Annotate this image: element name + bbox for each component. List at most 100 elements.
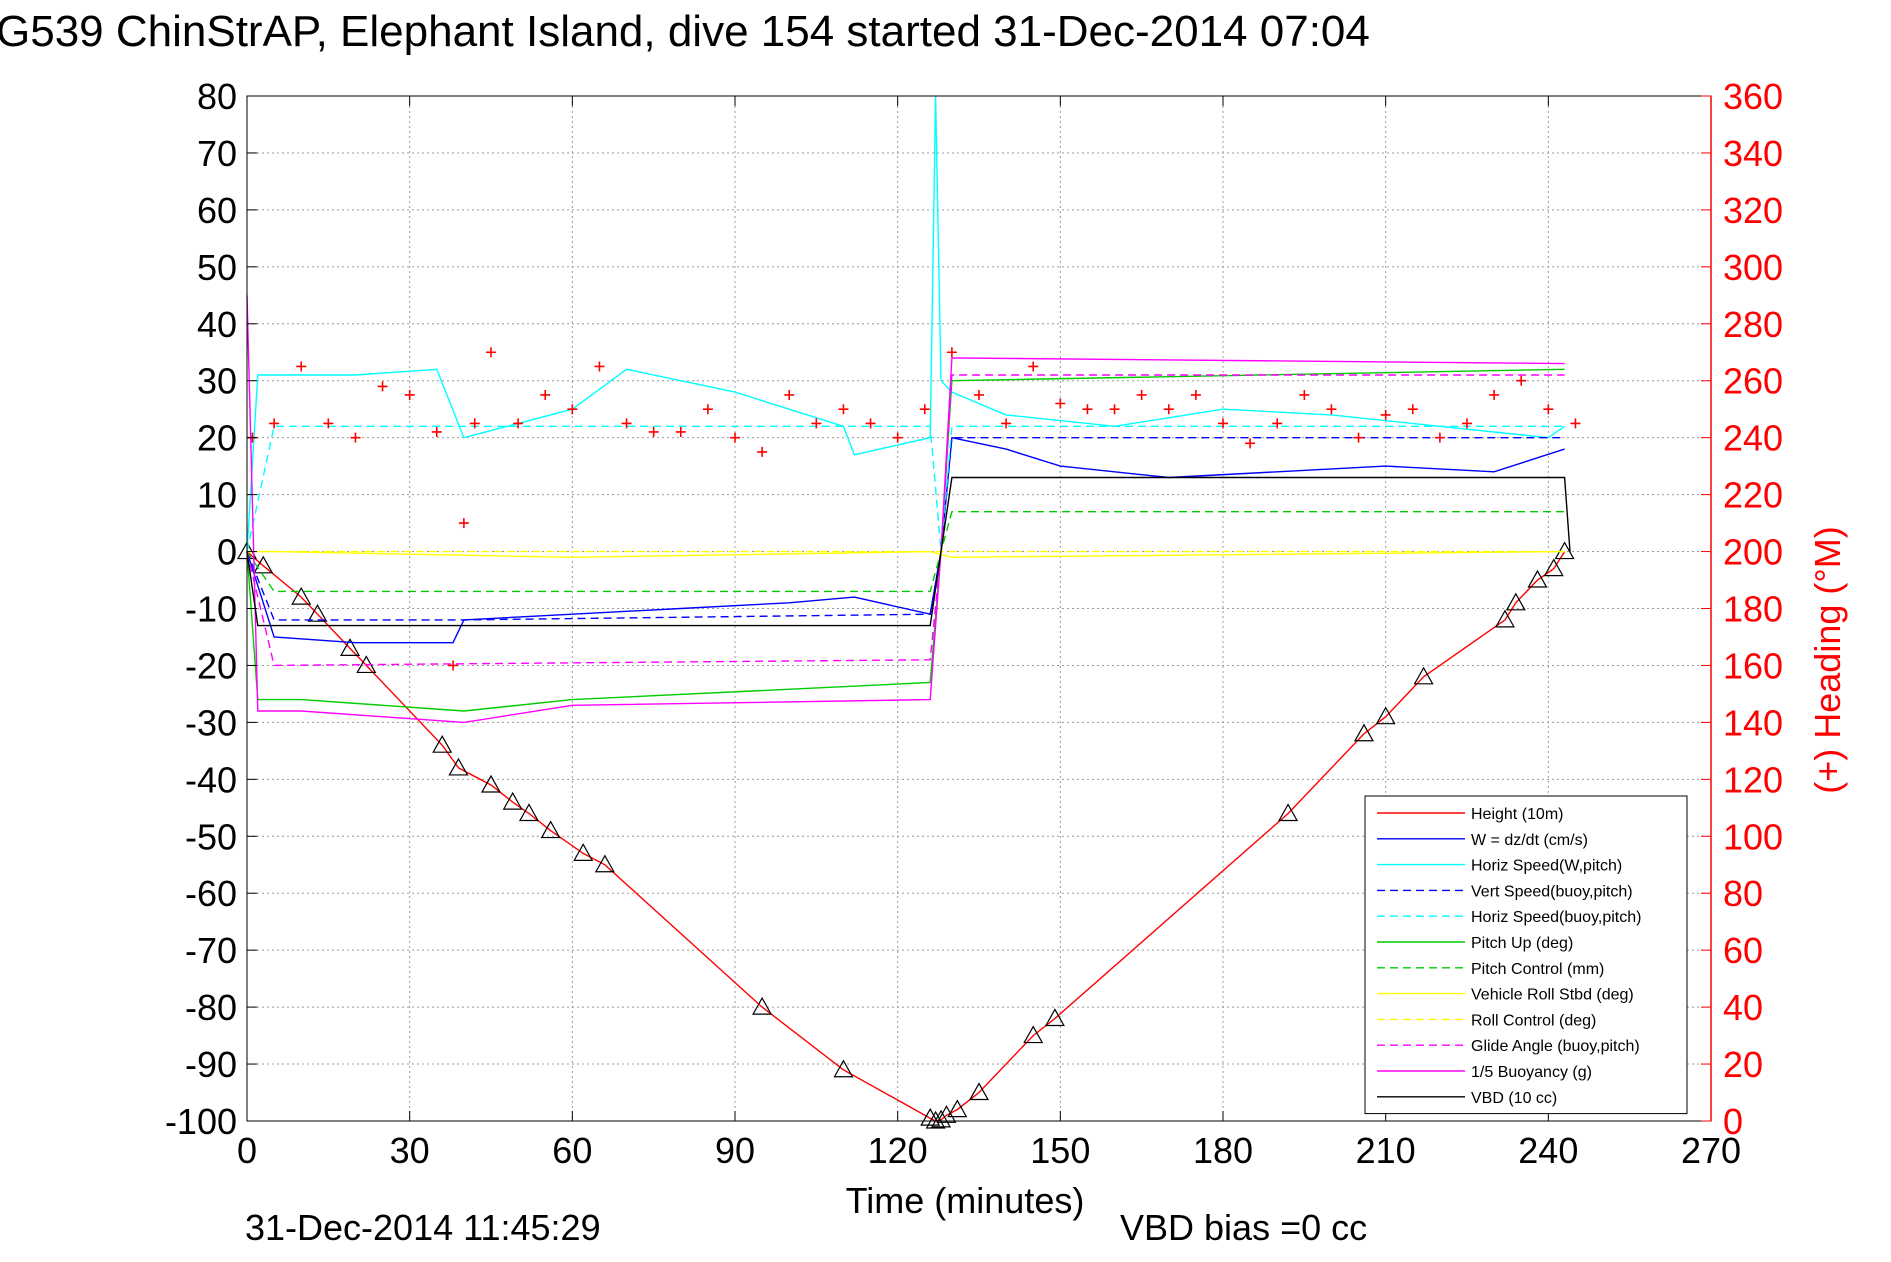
y-right-tick-label: 240 <box>1723 418 1783 459</box>
heading-point <box>892 432 903 443</box>
height-10m-point <box>833 1059 854 1078</box>
1-5-buoyancy-g-line <box>246 295 1565 724</box>
heading-point <box>1570 418 1581 429</box>
x-axis-label: Time (minutes) <box>846 1180 1085 1221</box>
timestamp-label: 31-Dec-2014 11:45:29 <box>245 1207 601 1248</box>
heading-point <box>296 361 307 372</box>
heading-point <box>811 418 822 429</box>
heading-point <box>675 426 686 437</box>
y-left-tick-label: -10 <box>185 589 237 630</box>
y-left-tick-label: -100 <box>165 1101 237 1142</box>
heading-point <box>1489 389 1500 400</box>
y-left-tick-label: -50 <box>185 816 237 857</box>
horiz-speed-buoy-pitch-line <box>246 425 1565 552</box>
heading-point <box>458 518 469 529</box>
height-10m-point <box>1494 609 1515 628</box>
heading-point <box>540 389 551 400</box>
legend-label: VBD (10 cc) <box>1471 1090 1557 1107</box>
height-10m-point <box>1023 1025 1044 1044</box>
y-left-tick-label: 40 <box>197 304 237 345</box>
heading-point <box>1109 404 1120 415</box>
heading-point <box>1163 404 1174 415</box>
y-right-tick-label: 320 <box>1723 190 1783 231</box>
y-left-tick-label: -80 <box>185 987 237 1028</box>
y-left-tick-label: 10 <box>197 475 237 516</box>
x-tick-label: 240 <box>1518 1130 1578 1171</box>
x-tick-label: 180 <box>1193 1130 1253 1171</box>
legend-label: Vehicle Roll Stbd (deg) <box>1471 987 1634 1004</box>
legend-label: W = dz/dt (cm/s) <box>1471 832 1588 849</box>
y-right-tick-label: 220 <box>1723 475 1783 516</box>
axes: 0 30 60 90 120 150 180 210 240 270 80 70 60 50 40 30 20 1… <box>165 76 1783 1171</box>
x-tick-label: 210 <box>1356 1130 1416 1171</box>
height-10m-point <box>573 843 594 861</box>
height-10m-point <box>968 1082 990 1101</box>
height-10m-point <box>518 803 539 822</box>
y-left-tick-label: 50 <box>197 247 237 288</box>
height-10m-point <box>1353 723 1375 742</box>
heading-point <box>865 418 876 429</box>
legend-label: Vert Speed(buoy,pitch) <box>1471 883 1633 900</box>
vbd-bias-label: VBD bias =0 cc <box>1120 1207 1367 1248</box>
height-10m-point <box>931 1109 952 1128</box>
height-10m-point <box>920 1107 941 1126</box>
heading-point <box>1407 404 1418 415</box>
y-left-tick-label: -90 <box>185 1044 237 1085</box>
legend-label: Horiz Speed(W,pitch) <box>1471 858 1622 875</box>
heading-point <box>648 426 659 437</box>
vehicle-roll-stbd-deg-line <box>247 550 1565 559</box>
y-right-tick-label: 160 <box>1723 645 1783 686</box>
heading-point <box>1245 438 1256 449</box>
height-10m-point <box>432 734 453 753</box>
horiz-speed-w-pitch-line <box>246 95 1566 552</box>
y-right-tick-label: 0 <box>1723 1101 1743 1142</box>
y-axis-right-label: (+) Heading (°M) <box>1807 526 1848 793</box>
heading-point <box>431 426 442 437</box>
legend-label: Height (10m) <box>1471 806 1563 823</box>
y-left-tick-label: -30 <box>185 702 237 743</box>
legend-label: Glide Angle (buoy,pitch) <box>1471 1038 1640 1055</box>
vbd-10-cc-line <box>246 476 1571 627</box>
y-right-tick-label: 340 <box>1723 133 1783 174</box>
y-right-tick-label: 180 <box>1723 589 1783 630</box>
legend-label: Horiz Speed(buoy,pitch) <box>1471 909 1641 926</box>
x-tick-label: 270 <box>1681 1130 1741 1171</box>
heading-point <box>1190 389 1201 400</box>
y-right-tick-label: 40 <box>1723 987 1763 1028</box>
glide-angle-buoy-pitch-line <box>246 374 1565 667</box>
heading-point <box>1218 418 1228 429</box>
height-10m-point <box>339 638 361 656</box>
heading-point <box>838 404 849 415</box>
heading-point <box>1055 398 1066 409</box>
legend-label: Pitch Up (deg) <box>1471 935 1573 952</box>
legend-label: 1/5 Buoyancy (g) <box>1471 1064 1592 1081</box>
y-right-tick-label: 280 <box>1723 304 1783 345</box>
height-10m-point <box>752 996 773 1015</box>
pitch-up-deg-line <box>246 368 1565 712</box>
heading-point <box>1434 432 1445 443</box>
heading-point <box>1326 404 1337 415</box>
vert-speed-buoy-pitch-line <box>246 437 1565 621</box>
x-tick-label: 60 <box>552 1130 592 1171</box>
y-right-tick-label: 20 <box>1723 1044 1763 1085</box>
y-right-tick-label: 80 <box>1723 873 1763 914</box>
height-10m-point <box>1375 706 1396 725</box>
y-left-tick-label: 0 <box>217 532 237 573</box>
y-left-tick-label: 30 <box>197 361 237 402</box>
x-tick-label: 90 <box>715 1130 755 1171</box>
y-right-tick-label: 200 <box>1723 532 1783 573</box>
legend-box <box>1364 795 1688 1115</box>
heading-point <box>1136 389 1147 400</box>
height-10m-point <box>1543 558 1564 577</box>
heading-point <box>1001 418 1012 429</box>
legend: Height (10m) W = dz/dt (cm/s) Horiz Speed(… <box>1364 795 1688 1115</box>
y-left-tick-label: 70 <box>197 133 237 174</box>
heading-point <box>1353 432 1364 443</box>
y-left-tick-label: 80 <box>197 76 237 117</box>
heading-point <box>702 404 713 415</box>
x-tick-label: 30 <box>390 1130 430 1171</box>
y-left-tick-label: -40 <box>185 759 237 800</box>
height-10m-point <box>947 1099 968 1118</box>
height-10m-point <box>1527 569 1548 588</box>
